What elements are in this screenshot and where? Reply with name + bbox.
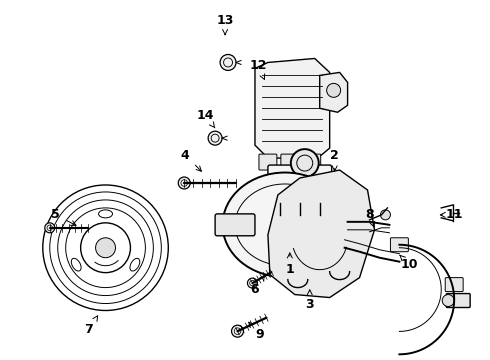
Circle shape [178,177,190,189]
Text: 5: 5 [51,208,76,225]
Text: 11: 11 [441,208,463,221]
FancyBboxPatch shape [335,213,361,237]
Text: 9: 9 [249,322,264,341]
Circle shape [232,325,244,337]
Text: 13: 13 [217,14,234,35]
Circle shape [380,210,391,220]
Circle shape [220,54,236,71]
Polygon shape [255,58,330,158]
Text: 8: 8 [365,208,375,227]
Polygon shape [268,170,374,298]
Polygon shape [319,72,347,112]
Text: 6: 6 [251,275,264,296]
Text: 10: 10 [400,255,418,271]
FancyBboxPatch shape [445,278,463,292]
FancyBboxPatch shape [259,154,277,170]
Text: 1: 1 [286,253,294,276]
Text: 2: 2 [330,149,339,171]
Circle shape [442,294,454,306]
FancyBboxPatch shape [281,154,299,170]
Text: 7: 7 [84,316,98,336]
FancyBboxPatch shape [391,238,408,252]
Text: 14: 14 [196,109,215,128]
FancyBboxPatch shape [446,293,470,307]
Circle shape [327,84,341,97]
Circle shape [247,278,257,288]
Circle shape [208,131,222,145]
Text: 4: 4 [181,149,201,171]
Circle shape [291,149,318,177]
FancyBboxPatch shape [303,154,321,170]
Circle shape [45,223,55,233]
Circle shape [96,238,116,258]
Ellipse shape [222,172,347,277]
FancyBboxPatch shape [215,214,255,236]
FancyBboxPatch shape [268,165,332,207]
Text: 12: 12 [249,59,267,80]
Text: 3: 3 [305,290,314,311]
